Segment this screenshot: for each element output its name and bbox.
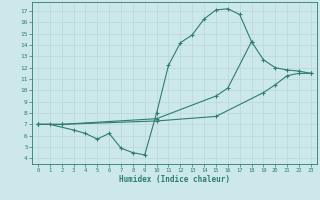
X-axis label: Humidex (Indice chaleur): Humidex (Indice chaleur) [119, 175, 230, 184]
